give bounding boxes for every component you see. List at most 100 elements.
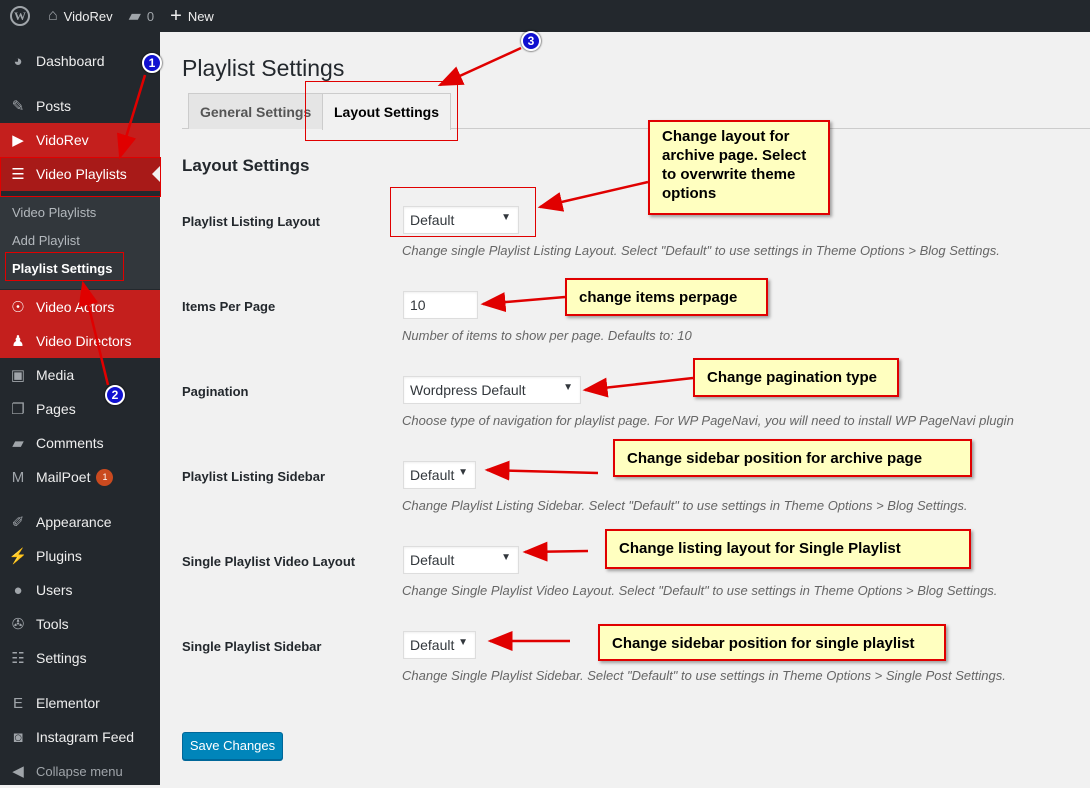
submenu-playlist-settings[interactable]: Playlist Settings: [12, 261, 113, 276]
sidebar-item-label: VidoRev: [36, 132, 89, 148]
step-number-badge: 1: [142, 53, 162, 73]
page-title: Playlist Settings: [182, 55, 345, 81]
sidebar-item-pages[interactable]: ❐ Pages: [0, 392, 160, 426]
sidebar-item-collapse-menu[interactable]: ◀ Collapse menu: [0, 754, 160, 788]
collapse-icon: ◀: [12, 763, 24, 780]
main-content: Playlist Settings General Settings Layou…: [160, 32, 1090, 785]
sidebar-item-label: Elementor: [36, 695, 100, 711]
sidebar-item-video-directors[interactable]: ♟ Video Directors: [0, 324, 160, 358]
callout-note: Change pagination type: [693, 358, 899, 397]
user-icon: ♟: [11, 333, 25, 350]
step-number-badge: 3: [521, 31, 541, 51]
field-value: Wordpress Default: [410, 382, 526, 398]
site-name: VidoRev: [63, 8, 113, 24]
field-label: Single Playlist Sidebar: [182, 639, 322, 654]
sidebar-item-instagram-feed[interactable]: ◙ Instagram Feed: [0, 720, 160, 754]
field-label: Pagination: [182, 384, 249, 399]
elementor-icon: E: [12, 694, 23, 712]
comments-link[interactable]: ▰ 0: [121, 0, 163, 32]
field-description: Change Single Playlist Sidebar. Select "…: [402, 668, 1006, 683]
field-label: Single Playlist Video Layout: [182, 554, 356, 569]
submenu-add-playlist[interactable]: Add Playlist: [12, 233, 80, 248]
sidebar-item-label: Plugins: [36, 548, 82, 564]
comment-count: 0: [146, 8, 155, 24]
sidebar-item-appearance[interactable]: ✐ Appearance: [0, 505, 160, 539]
callout-note: Change sidebar position for archive page: [613, 439, 972, 477]
sidebar-item-label: Collapse menu: [36, 763, 123, 779]
home-icon: ⌂: [48, 7, 58, 24]
field-value: 10: [410, 297, 426, 313]
comment-icon: ▰: [128, 8, 141, 25]
items-per-page-input[interactable]: 10: [403, 291, 478, 319]
field-value: Default: [410, 637, 455, 653]
field-label: Items Per Page: [182, 299, 276, 314]
site-link[interactable]: ⌂ VidoRev: [40, 0, 121, 32]
plus-icon: +: [170, 4, 182, 27]
sidebar-item-vidorev[interactable]: ▶ VidoRev: [0, 123, 160, 157]
sidebar-item-tools[interactable]: ✇ Tools: [0, 607, 160, 641]
sidebar-item-users[interactable]: ● Users: [0, 573, 160, 607]
sidebar-item-media[interactable]: ▣ Media: [0, 358, 160, 392]
highlight-box: [5, 252, 124, 281]
highlight-box: [390, 187, 536, 237]
section-heading: Layout Settings: [182, 156, 310, 175]
field-description: Number of items to show per page. Defaul…: [402, 328, 692, 343]
sidebar-item-label: Video Directors: [36, 333, 132, 349]
callout-note: Change listing layout for Single Playlis…: [605, 529, 971, 569]
accessibility-icon: ☉: [11, 299, 25, 316]
update-badge: 1: [96, 468, 114, 486]
sidebar-item-plugins[interactable]: ⚡ Plugins: [0, 539, 160, 573]
playlist-listing-layout-select[interactable]: Default ▼: [403, 206, 519, 234]
save-changes-button[interactable]: Save Changes: [182, 732, 283, 760]
tab-general-settings[interactable]: General Settings: [188, 93, 324, 129]
sidebar-item-settings[interactable]: ☷ Settings: [0, 641, 160, 675]
step-number-badge: 2: [105, 385, 125, 405]
brush-icon: ✐: [11, 514, 25, 531]
dropdown-arrow-icon: ▼: [501, 552, 511, 563]
pagination-select[interactable]: Wordpress Default ▼: [403, 376, 581, 404]
dropdown-arrow-icon: ▼: [458, 467, 468, 478]
tabs: General Settings Layout Settings: [182, 93, 1090, 130]
sidebar-item-dashboard[interactable]: ◕ Dashboard: [0, 44, 160, 78]
sidebar-item-label: Settings: [36, 650, 87, 666]
sidebar-item-comments[interactable]: ▰ Comments: [0, 426, 160, 460]
admin-bar: W ⌂ VidoRev ▰ 0 + New: [0, 0, 1090, 32]
camera-icon: ◙: [13, 728, 23, 746]
field-value: Default: [410, 467, 455, 483]
pages-icon: ❐: [11, 401, 25, 418]
sidebar-item-elementor[interactable]: E Elementor: [0, 686, 160, 720]
submenu-video-playlists[interactable]: Video Playlists: [12, 205, 97, 220]
dropdown-arrow-icon: ▼: [501, 212, 511, 223]
sidebar-item-video-actors[interactable]: ☉ Video Actors: [0, 290, 160, 324]
users-icon: ●: [13, 581, 23, 599]
field-value: Default: [410, 212, 455, 228]
dropdown-arrow-icon: ▼: [563, 382, 573, 393]
new-link[interactable]: + New: [162, 0, 222, 32]
sidebar-item-label: Users: [36, 582, 73, 598]
sidebar-item-video-playlists[interactable]: ☰ Video Playlists: [0, 157, 160, 191]
single-playlist-sidebar-select[interactable]: Default ▼: [403, 631, 476, 659]
sidebar-item-label: Posts: [36, 98, 72, 114]
playlist-listing-sidebar-select[interactable]: Default ▼: [403, 461, 476, 489]
callout-note: change items perpage: [565, 278, 768, 316]
video-icon: ▶: [12, 132, 24, 149]
field-description: Change Playlist Listing Sidebar. Select …: [402, 498, 968, 513]
field-description: Change single Playlist Listing Layout. S…: [402, 243, 1000, 258]
new-label: New: [187, 8, 214, 24]
field-label: Playlist Listing Layout: [182, 214, 320, 229]
single-playlist-video-layout-select[interactable]: Default ▼: [403, 546, 519, 574]
submenu: Video Playlists Add Playlist Playlist Se…: [0, 197, 160, 289]
wordpress-logo-icon[interactable]: W: [0, 0, 40, 32]
comment-icon: ▰: [12, 435, 24, 452]
sidebar-item-mailpoet[interactable]: M MailPoet 1: [0, 460, 160, 494]
sidebar-item-label: Video Actors: [36, 299, 115, 315]
field-value: Default: [410, 552, 455, 568]
sidebar-item-label: MailPoet: [36, 469, 91, 485]
media-icon: ▣: [10, 367, 26, 384]
tab-layout-settings[interactable]: Layout Settings: [322, 93, 452, 130]
sidebar-item-posts[interactable]: ✎ Posts: [0, 89, 160, 123]
sidebar-item-label: Instagram Feed: [36, 729, 135, 745]
dropdown-arrow-icon: ▼: [458, 637, 468, 648]
playlist-icon: ☰: [11, 166, 25, 183]
field-description: Change Single Playlist Video Layout. Sel…: [402, 583, 998, 598]
